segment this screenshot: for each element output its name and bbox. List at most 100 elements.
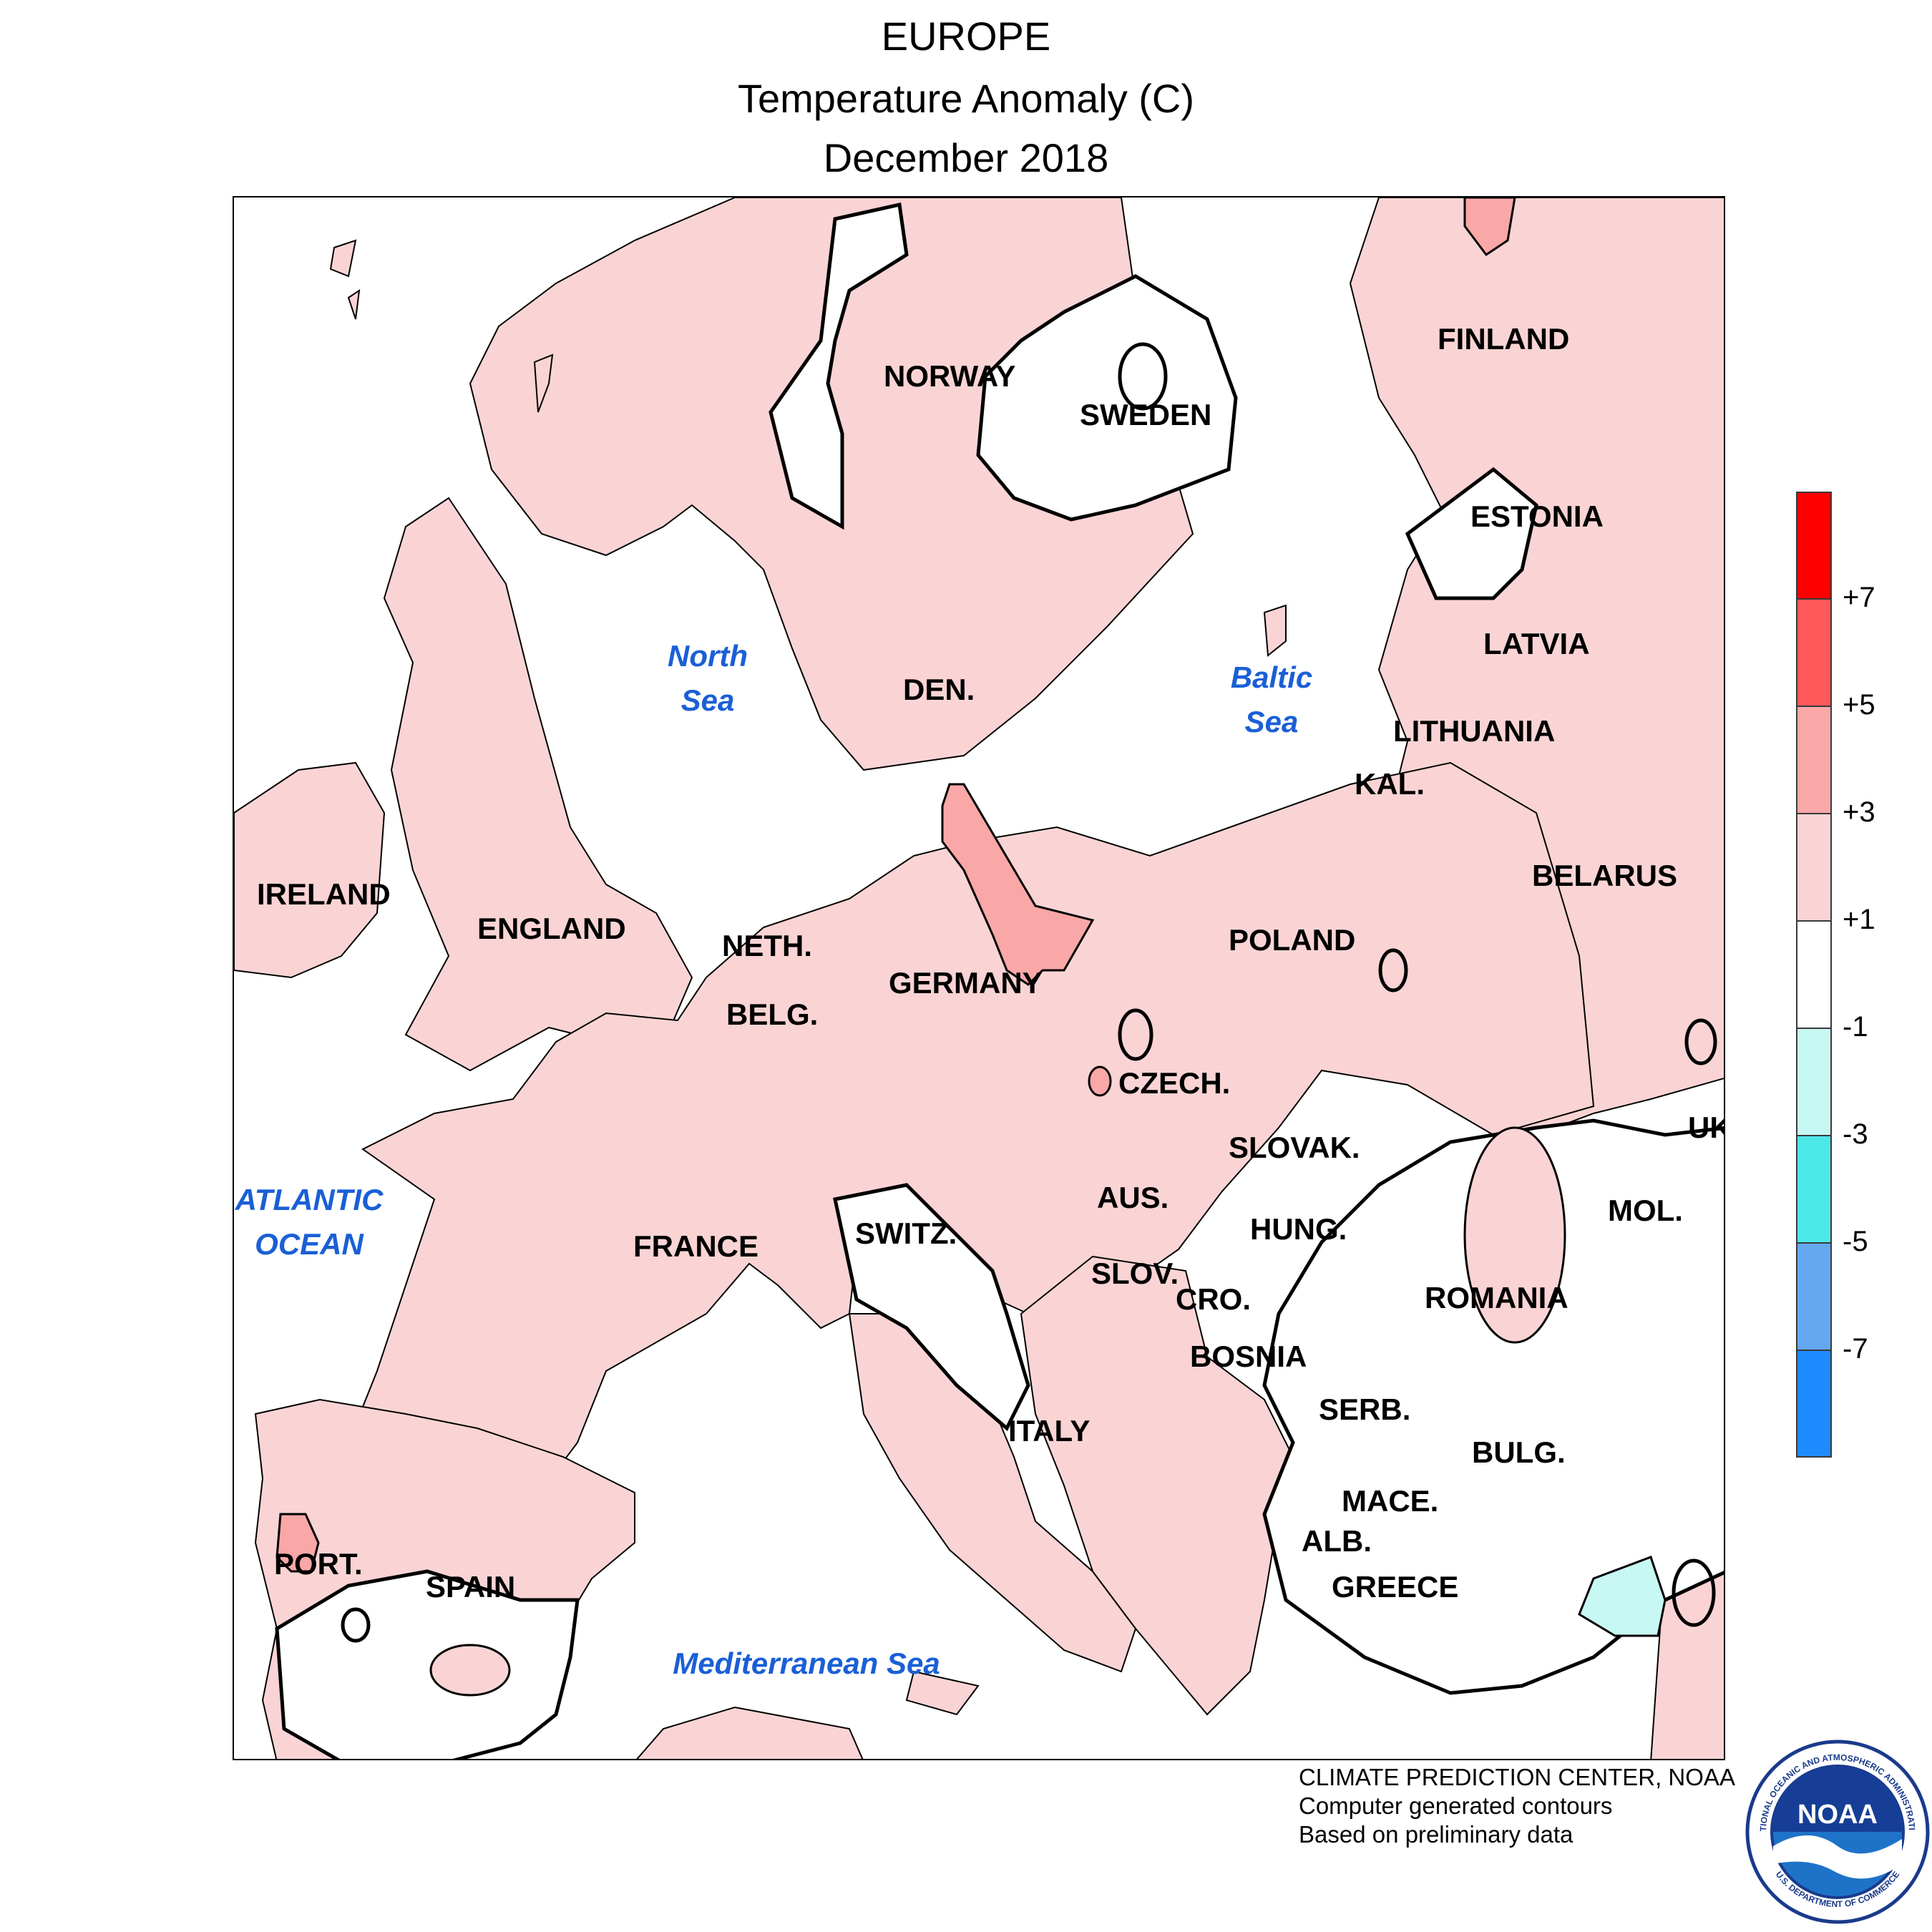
- label-north-sea-line2: Sea: [680, 683, 735, 717]
- label-bosnia: BOSNIA: [1190, 1340, 1307, 1373]
- label-france: FRANCE: [633, 1229, 758, 1263]
- label-bulgaria: BULG.: [1472, 1435, 1566, 1469]
- anomaly-map: [234, 197, 1724, 1759]
- label-moldova: MOL.: [1608, 1194, 1683, 1227]
- legend-swatch: [1796, 1243, 1832, 1350]
- legend-swatch: [1796, 492, 1832, 599]
- label-belarus: BELARUS: [1532, 859, 1678, 892]
- land-faroe-2: [347, 288, 361, 320]
- zone-aegean-cool: [1578, 1556, 1667, 1637]
- land-shetland: [533, 353, 554, 413]
- contour-turkey-ring: [1672, 1558, 1716, 1627]
- land-balkans: [1020, 1255, 1294, 1716]
- label-north-sea-line1: North: [668, 639, 748, 673]
- label-greece: GREECE: [1332, 1570, 1459, 1604]
- map-title: EUROPE: [881, 14, 1051, 59]
- legend-swatch: [1796, 921, 1832, 1028]
- noaa-bird-icon: [1773, 1835, 1902, 1879]
- label-norway: NORWAY: [884, 359, 1016, 393]
- credit-line-1: CLIMATE PREDICTION CENTER, NOAA: [1299, 1764, 1735, 1790]
- label-atlantic-line2: OCEAN: [255, 1227, 364, 1261]
- legend-swatch: [1796, 1350, 1832, 1458]
- legend-divider: [1796, 1135, 1832, 1136]
- label-mediterranean-sea: Mediterranean Sea: [673, 1646, 940, 1680]
- label-sweden: SWEDEN: [1080, 398, 1212, 431]
- legend-swatch: [1796, 706, 1832, 814]
- credit-line-3: Based on preliminary data: [1299, 1821, 1574, 1848]
- zone-norway-west-normal: [769, 202, 909, 530]
- zone-germany-warm: [941, 783, 1095, 986]
- label-hungary: HUNG.: [1250, 1212, 1347, 1246]
- map-panel: NORWAY SWEDEN FINLAND ESTONIA LATVIA LIT…: [233, 196, 1725, 1760]
- legend-tick-label: +3: [1843, 796, 1875, 828]
- legend-divider: [1796, 920, 1832, 922]
- label-belgium: BELG.: [726, 997, 819, 1031]
- zone-portugal-warm: [275, 1513, 320, 1573]
- label-italy: ITALY: [1008, 1414, 1091, 1448]
- label-england: ENGLAND: [477, 912, 626, 945]
- label-baltic-sea: Baltic Sea: [1200, 655, 1343, 744]
- label-spain: SPAIN: [426, 1570, 516, 1604]
- label-ukraine: UK: [1688, 1111, 1724, 1144]
- zone-balkan-normal: [1262, 1118, 1724, 1695]
- noaa-logo-text: NOAA: [1797, 1800, 1878, 1830]
- contour-ukraine-ring: [1684, 1018, 1717, 1065]
- label-kaliningrad: KAL.: [1355, 767, 1425, 801]
- label-netherlands: NETH.: [722, 929, 812, 962]
- zone-finland-warm: [1463, 197, 1516, 257]
- zone-baltic-normal: [1405, 467, 1538, 600]
- label-atlantic-line1: ATLANTIC: [235, 1183, 384, 1216]
- map-period: December 2018: [823, 135, 1109, 180]
- land-ireland: [234, 761, 386, 979]
- legend-swatch: [1796, 1136, 1832, 1243]
- label-czech: CZECH.: [1118, 1066, 1231, 1100]
- legend-divider: [1796, 813, 1832, 814]
- label-germany: GERMANY: [889, 966, 1043, 1000]
- label-north-sea: North Sea: [636, 634, 779, 723]
- label-serbia: SERB.: [1319, 1392, 1411, 1426]
- label-denmark: DEN.: [903, 673, 975, 706]
- land-north-africa: [636, 1706, 864, 1759]
- legend-tick-label: +7: [1843, 582, 1875, 613]
- zone-czech-warm: [1088, 1065, 1112, 1097]
- label-macedonia: MACE.: [1342, 1484, 1439, 1518]
- label-finland: FINLAND: [1438, 322, 1570, 356]
- zone-spain-south-warm: [429, 1644, 511, 1697]
- legend-tick-label: -7: [1843, 1333, 1868, 1365]
- land-britain: [383, 497, 693, 1072]
- legend-tick-label: +5: [1843, 689, 1875, 721]
- contour-poland-ring: [1378, 948, 1408, 992]
- land-faroe-1: [329, 239, 357, 278]
- label-albania: ALB.: [1302, 1524, 1372, 1558]
- land-sicily-sardinia: [905, 1670, 980, 1716]
- label-baltic-sea-line2: Sea: [1244, 705, 1299, 738]
- noaa-dark-top: [1772, 1766, 1903, 1832]
- legend-tick-label: -5: [1843, 1226, 1868, 1257]
- label-ireland: IRELAND: [257, 877, 391, 911]
- map-subtitle: Temperature Anomaly (C): [737, 76, 1194, 121]
- contour-spain-ring: [341, 1607, 371, 1643]
- legend-divider: [1796, 1350, 1832, 1351]
- label-portugal: PORT.: [274, 1547, 363, 1581]
- legend-divider: [1796, 1028, 1832, 1029]
- zone-romania-warm: [1463, 1126, 1566, 1344]
- legend-divider: [1796, 1242, 1832, 1244]
- zone-sweden-normal: [976, 274, 1238, 522]
- label-latvia: LATVIA: [1483, 627, 1590, 660]
- legend-divider: [1796, 598, 1832, 600]
- contour-austria-ring: [1118, 1008, 1153, 1061]
- label-estonia: ESTONIA: [1470, 499, 1604, 533]
- legend-swatch: [1796, 814, 1832, 921]
- credit-line-2: Computer generated contours: [1299, 1792, 1613, 1819]
- zone-iberia-south-normal: [275, 1569, 580, 1759]
- legend-tick-label: -1: [1843, 1011, 1868, 1043]
- legend-tick-label: -3: [1843, 1118, 1868, 1150]
- contour-sweden-ring: [1118, 342, 1168, 411]
- land-gotland: [1263, 604, 1287, 657]
- legend-divider: [1796, 706, 1832, 707]
- label-switzerland: SWITZ.: [855, 1216, 957, 1250]
- legend-swatch: [1796, 1028, 1832, 1136]
- label-baltic-sea-line1: Baltic: [1230, 660, 1313, 694]
- label-austria: AUS.: [1097, 1181, 1169, 1214]
- label-slovenia: SLOV.: [1091, 1257, 1179, 1290]
